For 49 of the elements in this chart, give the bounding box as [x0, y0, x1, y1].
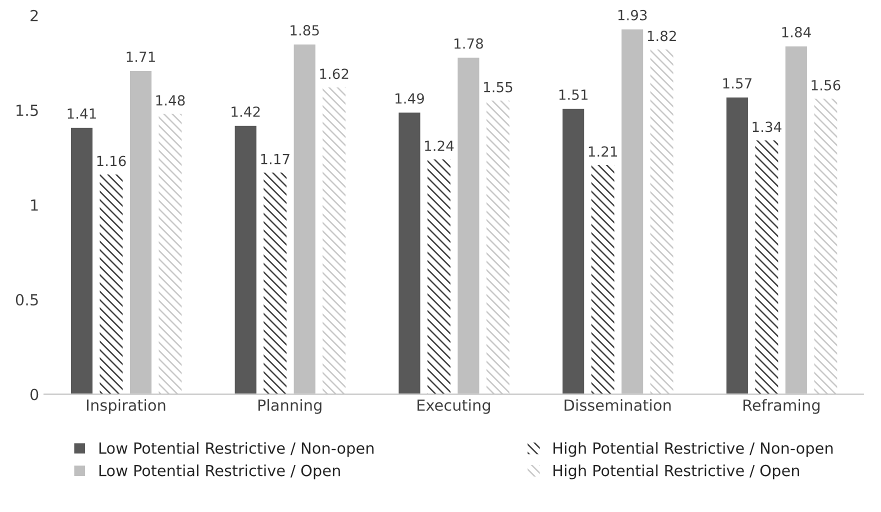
bar [814, 98, 838, 394]
data-label: 1.24 [425, 140, 454, 151]
y-tick-label: 1 [31, 199, 38, 211]
data-label: 1.71 [126, 52, 155, 62]
x-tick-label: Inspiration [86, 399, 166, 414]
bar [486, 100, 510, 394]
bar [233, 124, 258, 394]
x-tick-label: Dissemination [564, 399, 671, 411]
bar [427, 159, 450, 394]
data-label: 1.57 [723, 78, 752, 89]
x-tick-label: Planning [258, 399, 322, 414]
bar [755, 140, 778, 394]
legend-label: Low Potential Restrictive / Open [99, 464, 340, 480]
legend-label: High Potential Restrictive / Non-open [554, 442, 833, 457]
y-tick-label: 1.5 [16, 104, 38, 116]
legend-label: High Potential Restrictive / Open [554, 464, 800, 480]
data-label: 1.48 [156, 95, 185, 106]
bar [322, 87, 346, 394]
data-label: 1.16 [97, 156, 126, 166]
data-label: 1.42 [232, 106, 260, 117]
bar [397, 111, 422, 394]
data-label: 1.62 [320, 68, 348, 80]
data-label: 1.85 [290, 25, 319, 36]
data-label: 1.93 [618, 10, 647, 20]
y-tick-label: 0 [30, 388, 38, 400]
data-label: 1.17 [261, 154, 290, 164]
bar [100, 174, 123, 394]
bar [70, 126, 94, 394]
data-label: 1.49 [396, 93, 424, 104]
x-tick-label: Executing [418, 399, 490, 414]
legend-label: Low Potential Restrictive / Non-open [99, 442, 374, 457]
data-label: 1.21 [588, 146, 618, 157]
data-label: 1.51 [559, 90, 588, 100]
bar [561, 107, 586, 394]
bar [650, 49, 674, 394]
data-label: 1.41 [68, 108, 96, 119]
y-tick-label: 2 [30, 10, 38, 22]
x-tick-label: Reframing [744, 399, 820, 414]
data-label: 1.78 [454, 38, 483, 49]
y-tick-label: 0.5 [16, 294, 38, 306]
data-label: 1.55 [484, 82, 512, 92]
bar [725, 96, 750, 394]
bar [591, 165, 614, 394]
data-label: 1.56 [812, 80, 840, 90]
data-label: 1.34 [752, 122, 782, 132]
bar [264, 172, 287, 394]
bar [158, 114, 182, 394]
data-label: 1.84 [782, 26, 811, 38]
data-label: 1.82 [648, 30, 676, 42]
